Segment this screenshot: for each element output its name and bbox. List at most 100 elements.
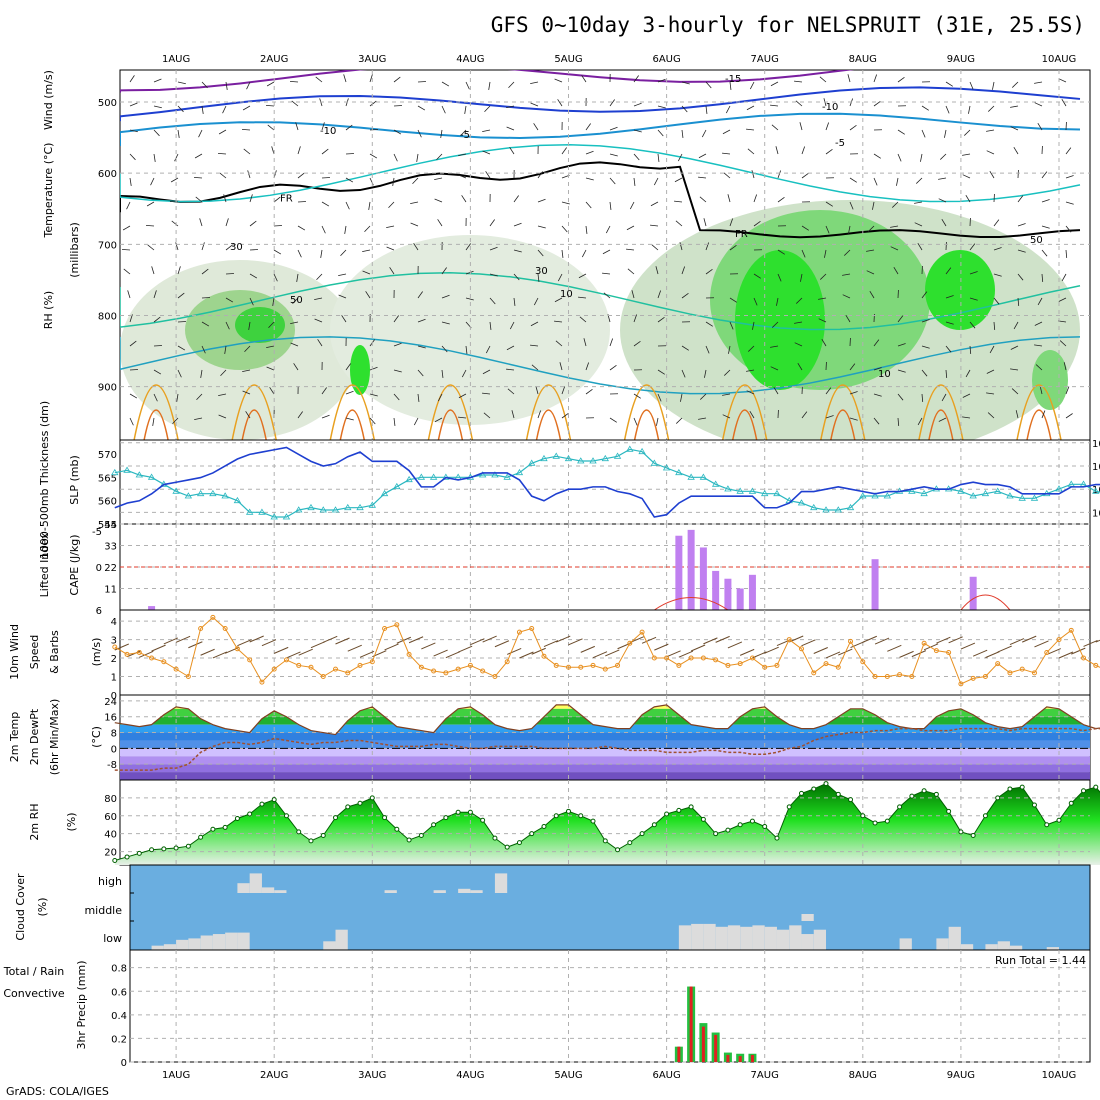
wind-barb (437, 393, 443, 402)
wind-barb (698, 417, 707, 420)
thickness-point (613, 452, 622, 459)
wind-barb (494, 640, 510, 648)
rh-shade (235, 307, 285, 343)
contour-label: -5 (835, 138, 845, 149)
wind-barb (513, 297, 516, 306)
wind-barb (219, 172, 227, 179)
wind-tick-label: 4 (111, 617, 117, 628)
thickness-point (1018, 494, 1026, 501)
wind-barb (343, 74, 347, 83)
wind-barb (561, 249, 564, 258)
wind-speed-point (443, 670, 449, 676)
wind-barb (799, 122, 803, 131)
wind-barb (323, 635, 338, 643)
wind-barb (369, 129, 379, 131)
wind-barb (129, 393, 138, 399)
wind-barb (585, 225, 588, 234)
wind-speed-point (1068, 627, 1074, 633)
wind-barb (605, 649, 620, 657)
wind-barb (680, 393, 683, 402)
temp-unit-label: (°C) (90, 726, 103, 748)
wind-barb (320, 249, 323, 258)
temp-band (120, 704, 1090, 709)
wind-speed-point (639, 629, 645, 635)
wind-barb (561, 225, 568, 233)
temperature-contour (120, 336, 1081, 395)
wind-barb (393, 393, 400, 401)
wind-barb (153, 369, 162, 375)
slp-tick-label: 1020 (1092, 508, 1100, 519)
wind-barb (676, 417, 683, 424)
wind-barb (825, 415, 834, 419)
temperature-contour (1026, 409, 1052, 440)
wind-barb (873, 367, 882, 371)
rh-point (234, 815, 240, 821)
thickness-point (135, 471, 144, 478)
wind-barb (729, 297, 737, 303)
wind-barb (129, 369, 139, 371)
thickness-point (307, 503, 315, 511)
wind-barb (945, 295, 954, 299)
wind-barb (201, 345, 206, 354)
temp-label-c: (6hr Min/Max) (48, 699, 61, 776)
wind-barb (433, 649, 448, 657)
thickness-point (577, 457, 585, 464)
wind-barb (986, 392, 995, 395)
rh-point (615, 847, 621, 853)
wind-barb (513, 222, 522, 227)
rh-point (982, 813, 988, 819)
wind-barb (1013, 321, 1019, 330)
wind-barb (698, 176, 707, 179)
wind-barb (666, 650, 681, 658)
wind-barb (434, 417, 443, 423)
bottom-date-label: 7AUG (751, 1070, 779, 1081)
wind-barb (465, 270, 474, 275)
upper-air-panel: 500 600 700 800 900 FR FR -15 -10 -10 -5 -5 10 10 30 30… (98, 69, 1091, 441)
wind-barb (641, 636, 657, 644)
wind-speed-point (590, 662, 596, 668)
wind-speed-point (848, 638, 854, 644)
wind-speed-point (308, 664, 314, 670)
wind-barb (506, 105, 515, 109)
wind-barb (242, 390, 251, 395)
wind-barb (657, 129, 664, 137)
wind-barb (557, 273, 563, 282)
thickness-point (491, 471, 499, 478)
wind-speed-point (615, 662, 621, 668)
wind-barb (948, 636, 963, 644)
cloud-label: Cloud Cover (14, 873, 27, 941)
rh-point (161, 846, 167, 852)
wind-barb (317, 339, 323, 347)
contour-label: FR (735, 229, 748, 240)
rh-tick-label: 80 (104, 794, 117, 805)
wind-barb (129, 340, 137, 347)
wind-speed-point (210, 614, 216, 620)
precip-convective-bar (689, 986, 693, 1062)
rh-point (774, 835, 780, 841)
wind-barb (537, 410, 542, 419)
wind-barb (297, 411, 303, 419)
thickness-point (270, 513, 278, 520)
wind-barb (723, 172, 731, 179)
wind-barb (801, 172, 809, 179)
wind-barb (417, 393, 420, 402)
wind-barb (968, 105, 971, 114)
cloud-block (789, 925, 802, 950)
wind-speed-point (737, 661, 743, 667)
wind-barb (746, 390, 755, 395)
wind-barb (286, 651, 301, 659)
wind-barb (609, 417, 617, 423)
wind-barb (1010, 368, 1019, 371)
wind-barb (801, 225, 809, 231)
wind-barb (602, 249, 611, 255)
lifted-index-curve (654, 597, 729, 611)
rh-point (320, 832, 326, 838)
wind-barb (153, 105, 162, 109)
cloud-block (752, 925, 765, 950)
wind-barb (509, 321, 515, 330)
wind-tick-label: 3 (111, 636, 117, 647)
wind-barb (249, 249, 259, 251)
wind-barb (818, 297, 827, 300)
wind-barb (139, 650, 154, 658)
wind-barb (218, 414, 227, 419)
